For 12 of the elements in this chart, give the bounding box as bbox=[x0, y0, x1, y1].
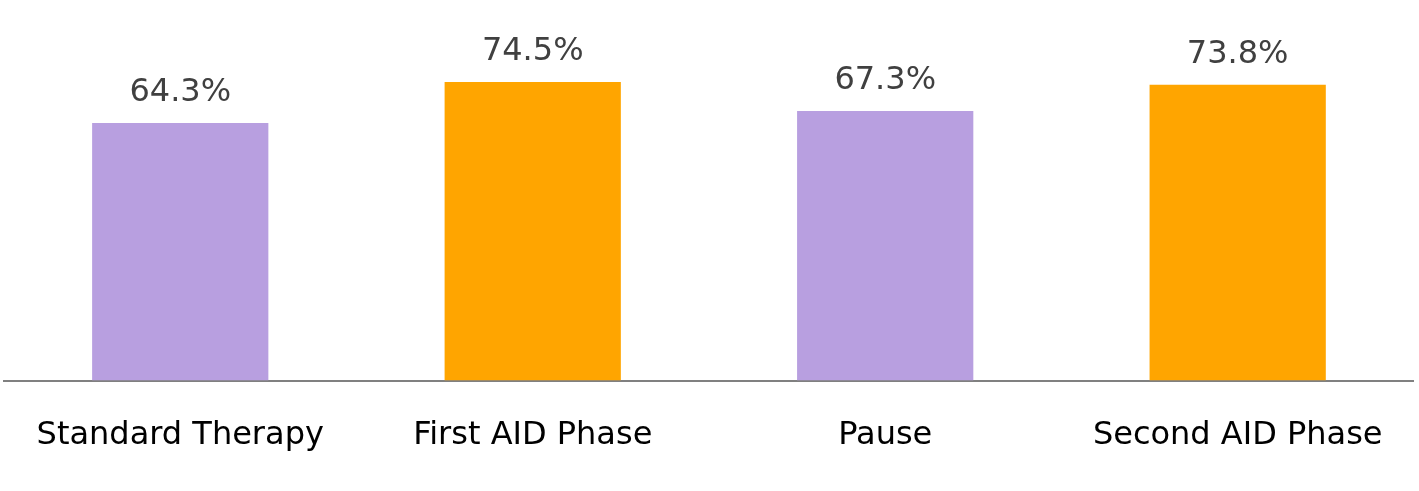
data-label: 64.3% bbox=[129, 71, 232, 110]
bar bbox=[444, 82, 621, 381]
data-label: 67.3% bbox=[834, 59, 937, 98]
data-label: 73.8% bbox=[1186, 33, 1289, 72]
bar bbox=[797, 110, 974, 381]
x-tick-label: Second AID Phase bbox=[1092, 414, 1383, 453]
x-tick-label: Pause bbox=[838, 414, 933, 453]
data-label: 74.5% bbox=[481, 30, 584, 69]
bar bbox=[1149, 84, 1326, 381]
x-tick-label: First AID Phase bbox=[413, 414, 653, 453]
bar bbox=[92, 122, 269, 381]
x-tick-label: Standard Therapy bbox=[36, 414, 324, 453]
